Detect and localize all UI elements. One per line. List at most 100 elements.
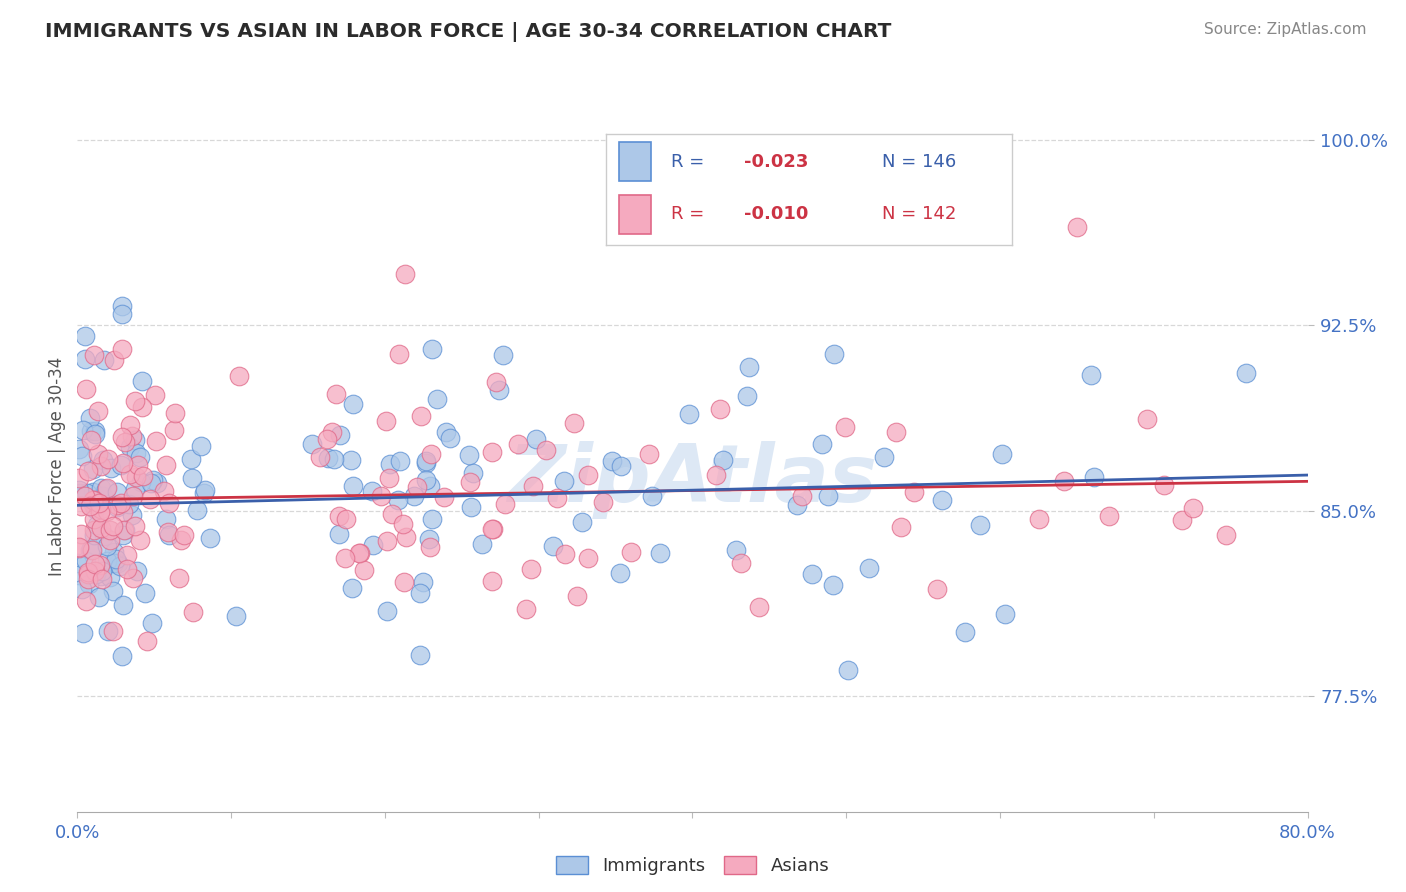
Point: [131, 400, 153, 414]
Point: [77, 464, 100, 478]
Point: [83, 348, 105, 362]
Point: [79, 411, 101, 425]
Point: [378, 457, 401, 471]
Point: [69, 485, 91, 500]
Point: [86, 518, 108, 533]
Point: [872, 450, 894, 464]
Point: [186, 502, 208, 516]
Point: [84, 566, 107, 581]
Point: [80, 424, 103, 438]
Point: [75, 489, 97, 503]
Point: [420, 342, 443, 356]
Point: [75, 594, 97, 608]
Point: [98, 523, 121, 537]
Point: [620, 545, 643, 559]
Point: [105, 500, 128, 514]
Point: [105, 498, 128, 512]
Point: [79, 543, 101, 558]
Point: [114, 523, 136, 537]
Point: [637, 447, 659, 461]
Point: [134, 586, 156, 600]
Point: [834, 420, 856, 434]
Point: [738, 359, 761, 374]
Point: [82, 543, 104, 558]
Point: [110, 559, 132, 574]
Point: [1153, 478, 1175, 492]
Point: [155, 458, 177, 472]
Point: [576, 550, 599, 565]
Point: [925, 582, 948, 596]
Point: [121, 428, 143, 442]
Point: [890, 520, 912, 534]
Point: [858, 561, 880, 575]
Point: [481, 445, 503, 459]
Point: [121, 508, 143, 523]
Point: [391, 516, 413, 531]
Point: [730, 556, 752, 570]
Point: [419, 541, 441, 555]
Point: [349, 545, 371, 559]
Point: [111, 430, 134, 444]
Point: [329, 427, 352, 442]
Point: [370, 489, 392, 503]
Point: [96, 539, 118, 553]
Point: [82, 485, 104, 500]
Point: [93, 353, 115, 368]
Point: [321, 425, 343, 440]
Point: [76, 485, 98, 500]
Point: [1066, 219, 1088, 234]
Point: [83, 512, 105, 526]
Point: [143, 388, 166, 402]
Point: [84, 557, 107, 571]
Point: [98, 569, 121, 583]
Point: [1053, 474, 1076, 488]
Point: [494, 497, 516, 511]
Point: [506, 437, 529, 451]
Point: [522, 479, 544, 493]
Point: [193, 485, 215, 500]
Point: [89, 496, 111, 510]
Point: [114, 434, 136, 449]
Point: [553, 474, 575, 488]
Point: [127, 564, 149, 578]
Point: [75, 382, 97, 396]
Point: [67, 568, 90, 582]
Point: [105, 484, 128, 499]
Point: [96, 554, 118, 568]
Point: [418, 532, 440, 546]
Point: [339, 453, 361, 467]
Point: [112, 456, 135, 470]
Point: [83, 528, 105, 542]
Point: [415, 454, 437, 468]
Point: [139, 491, 162, 506]
Point: [420, 511, 443, 525]
Point: [411, 409, 433, 424]
Point: [458, 475, 481, 489]
Point: [198, 531, 221, 545]
Point: [84, 427, 107, 442]
Point: [97, 624, 120, 638]
Point: [80, 433, 103, 447]
Point: [101, 519, 124, 533]
Point: [786, 499, 808, 513]
Text: Source: ZipAtlas.com: Source: ZipAtlas.com: [1204, 22, 1367, 37]
Point: [315, 432, 337, 446]
Point: [73, 351, 96, 366]
Point: [107, 556, 129, 570]
Point: [395, 530, 418, 544]
Point: [484, 375, 506, 389]
Point: [118, 467, 141, 482]
Point: [110, 458, 132, 473]
Point: [105, 552, 128, 566]
Point: [342, 478, 364, 492]
Point: [90, 458, 112, 473]
Point: [520, 562, 543, 576]
Point: [125, 446, 148, 460]
Point: [389, 454, 412, 468]
Point: [77, 577, 100, 591]
Point: [1098, 509, 1121, 524]
Point: [127, 458, 149, 472]
Point: [541, 539, 564, 553]
Point: [90, 572, 112, 586]
Point: [481, 574, 503, 588]
